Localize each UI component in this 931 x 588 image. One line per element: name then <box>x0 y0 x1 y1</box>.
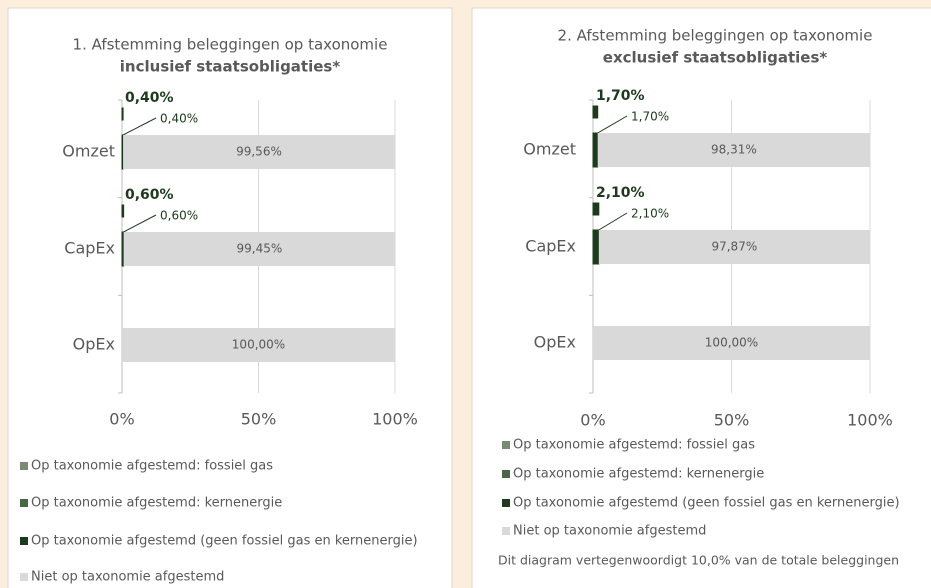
legend-swatch <box>20 462 28 470</box>
value-label: 97,87% <box>711 240 757 254</box>
y-tick-label: CapEx <box>525 237 576 256</box>
bar-segment <box>122 328 395 362</box>
x-tick-label: 50% <box>241 410 277 429</box>
legend-label: Op taxonomie afgestemd (geen fossiel gas… <box>31 534 418 549</box>
y-tick-label: CapEx <box>64 239 115 258</box>
y-tick-label: OpEx <box>73 335 115 354</box>
total-bar <box>121 204 125 218</box>
bar-segment <box>121 231 125 267</box>
chart-title: 1. Afstemming beleggingen op taxonomie <box>73 36 388 54</box>
y-tick-label: Omzet <box>62 142 115 161</box>
bar-segment <box>123 135 395 169</box>
bar-segment <box>598 230 870 264</box>
total-label: 1,70% <box>596 88 645 104</box>
panel <box>471 7 931 588</box>
x-tick-label: 0% <box>109 410 134 429</box>
leader-line <box>598 212 628 231</box>
value-label: 100,00% <box>232 338 285 352</box>
legend-swatch <box>20 573 28 581</box>
total-bar <box>592 105 599 119</box>
leader-line <box>122 117 157 136</box>
legend-swatch <box>502 441 510 449</box>
bar-segment <box>123 232 396 266</box>
legend-label: Op taxonomie afgestemd (geen fossiel gas… <box>513 496 900 511</box>
chart-subtitle: exclusief staatsobligaties* <box>603 49 828 67</box>
bar-segment <box>597 133 871 167</box>
value-label: 2,10% <box>631 207 669 221</box>
legend-swatch <box>20 537 28 545</box>
legend-label: Op taxonomie afgestemd: kernenergie <box>31 496 282 511</box>
y-tick-label: Omzet <box>523 140 576 159</box>
x-tick-label: 100% <box>847 411 893 430</box>
x-tick-label: 50% <box>714 411 750 430</box>
chart-subtitle: inclusief staatsobligaties* <box>120 58 341 76</box>
y-tick-label: OpEx <box>534 333 576 352</box>
value-label: 100,00% <box>705 336 758 350</box>
legend-swatch <box>20 499 28 507</box>
legend-label: Op taxonomie afgestemd: fossiel gas <box>31 459 273 474</box>
value-label: 98,31% <box>711 143 757 157</box>
panel <box>7 7 453 588</box>
value-label: 99,45% <box>237 242 283 256</box>
bar-segment <box>592 132 599 168</box>
footnote: Dit diagram vertegenwoordigt 10,0% van d… <box>498 553 899 568</box>
legend-label: Niet op taxonomie afgestemd <box>513 524 706 539</box>
total-label: 0,40% <box>125 90 174 106</box>
bar-segment <box>593 326 870 360</box>
legend-swatch <box>502 470 510 478</box>
value-label: 0,40% <box>160 112 198 126</box>
legend-label: Niet op taxonomie afgestemd <box>31 570 224 585</box>
total-bar <box>592 202 600 216</box>
chart-title: 2. Afstemming beleggingen op taxonomie <box>558 27 873 45</box>
x-tick-label: 100% <box>372 410 418 429</box>
legend-label: Op taxonomie afgestemd: fossiel gas <box>513 438 755 453</box>
total-label: 0,60% <box>125 187 174 203</box>
total-bar <box>121 107 124 121</box>
legend-swatch <box>502 527 510 535</box>
bar-segment <box>592 229 600 265</box>
legend-swatch <box>502 499 510 507</box>
value-label: 1,70% <box>631 110 669 124</box>
leader-line <box>597 115 628 134</box>
bar-segment <box>121 134 124 170</box>
value-label: 99,56% <box>236 145 282 159</box>
leader-line <box>123 214 157 233</box>
total-label: 2,10% <box>596 185 645 201</box>
value-label: 0,60% <box>160 209 198 223</box>
x-tick-label: 0% <box>580 411 605 430</box>
legend-label: Op taxonomie afgestemd: kernenergie <box>513 467 764 482</box>
